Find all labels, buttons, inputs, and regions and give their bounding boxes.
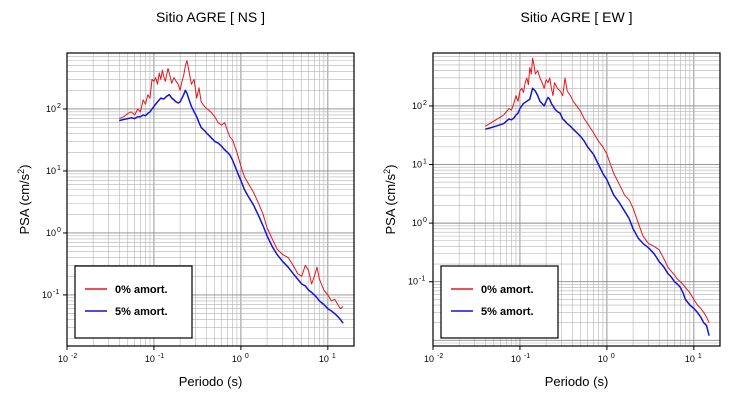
chart-title: Sitio AGRE [ NS ] bbox=[156, 9, 265, 25]
plot-frame bbox=[66, 52, 355, 347]
y-axis-label-main: PSA (cm/s bbox=[17, 173, 32, 234]
y-tick-label: 10 bbox=[412, 101, 422, 111]
x-tick-label: 10 bbox=[145, 354, 155, 364]
x-tick-exponent: -2 bbox=[71, 353, 77, 360]
chart-title: Sitio AGRE [ EW ] bbox=[520, 9, 632, 25]
y-tick-exponent: -1 bbox=[53, 289, 59, 296]
y-tick-exponent: 0 bbox=[423, 217, 427, 224]
y-tick-exponent: 0 bbox=[57, 227, 61, 234]
legend: 0% amort. 5% amort. bbox=[74, 265, 193, 339]
series-line-amort-5 bbox=[485, 87, 710, 336]
series-line-amort-0 bbox=[485, 57, 710, 323]
legend-entry-amort-5: 5% amort. bbox=[481, 306, 534, 318]
y-tick-exponent: -1 bbox=[419, 276, 425, 283]
y-axis-label-main: PSA (cm/s bbox=[383, 173, 398, 234]
plot-frame bbox=[432, 52, 721, 347]
x-axis-label: Periodo (s) bbox=[179, 374, 243, 389]
grid bbox=[432, 52, 721, 347]
y-tick-label: 10 bbox=[42, 290, 52, 300]
y-axis-label-end: ) bbox=[383, 164, 398, 168]
x-tick-exponent: 1 bbox=[332, 353, 336, 360]
y-tick-label: 10 bbox=[408, 277, 418, 287]
legend-box bbox=[74, 265, 193, 339]
x-tick-label: 10 bbox=[685, 354, 695, 364]
legend-entry-amort-5: 5% amort. bbox=[115, 306, 168, 318]
x-tick-exponent: 0 bbox=[611, 353, 615, 360]
legend-entry-amort-0: 0% amort. bbox=[481, 284, 534, 296]
legend-entry-amort-0: 0% amort. bbox=[115, 284, 168, 296]
x-tick-label: 10 bbox=[232, 354, 242, 364]
legend-box bbox=[440, 265, 559, 339]
y-tick-label: 10 bbox=[46, 166, 56, 176]
y-tick-label: 10 bbox=[46, 104, 56, 114]
x-tick-exponent: -1 bbox=[158, 353, 164, 360]
x-tick-label: 10 bbox=[319, 354, 329, 364]
y-tick-exponent: 2 bbox=[57, 103, 61, 110]
y-axis-label-end: ) bbox=[17, 164, 32, 168]
legend: 0% amort. 5% amort. bbox=[440, 265, 559, 339]
y-axis-label: PSA (cm/s2) bbox=[16, 164, 32, 234]
y-tick-label: 10 bbox=[412, 218, 422, 228]
y-tick-exponent: 2 bbox=[423, 100, 427, 107]
x-tick-label: 10 bbox=[511, 354, 521, 364]
y-tick-label: 10 bbox=[46, 228, 56, 238]
x-tick-label: 10 bbox=[424, 354, 434, 364]
y-tick-exponent: 1 bbox=[57, 165, 61, 172]
x-tick-label: 10 bbox=[598, 354, 608, 364]
series-line-amort-0 bbox=[119, 60, 344, 310]
x-axis-label: Periodo (s) bbox=[545, 374, 609, 389]
x-tick-exponent: -2 bbox=[437, 353, 443, 360]
x-tick-exponent: -1 bbox=[524, 353, 530, 360]
y-axis-label: PSA (cm/s2) bbox=[382, 164, 398, 234]
y-tick-exponent: 1 bbox=[423, 159, 427, 166]
y-axis-label-sup: 2 bbox=[382, 169, 392, 174]
series-line-amort-5 bbox=[119, 89, 344, 324]
x-tick-exponent: 0 bbox=[245, 353, 249, 360]
y-axis-label-sup: 2 bbox=[16, 169, 26, 174]
x-tick-label: 10 bbox=[58, 354, 68, 364]
y-tick-label: 10 bbox=[412, 160, 422, 170]
x-tick-exponent: 1 bbox=[698, 353, 702, 360]
